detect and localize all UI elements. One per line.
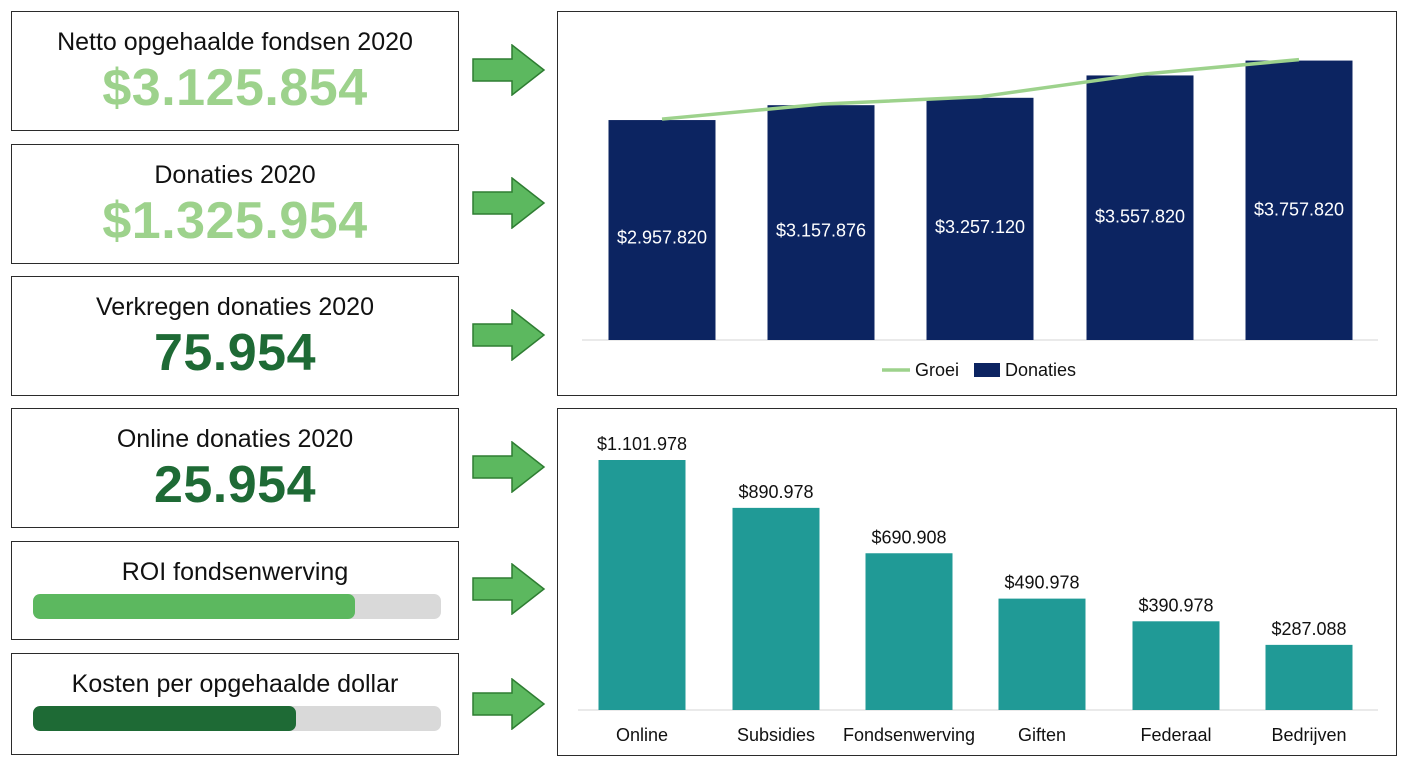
bar-source bbox=[1265, 644, 1353, 710]
arrow-right-icon bbox=[472, 309, 546, 361]
kpi-title: Online donaties 2020 bbox=[116, 425, 354, 453]
legend-label-groei: Groei bbox=[915, 360, 959, 380]
data-label: $287.088 bbox=[1271, 619, 1346, 639]
kpi-card-roi: ROI fondsenwerving bbox=[11, 541, 459, 640]
kpi-title: Verkregen donaties 2020 bbox=[96, 293, 374, 321]
kpi-card-online-donations: Online donaties 2020 25.954 bbox=[11, 408, 459, 528]
kpi-value: $1.325.954 bbox=[102, 192, 368, 250]
cost-progress-fill bbox=[33, 706, 297, 731]
data-label: $3.757.820 bbox=[1254, 200, 1344, 220]
kpi-value: $3.125.854 bbox=[102, 59, 368, 117]
bar-source bbox=[598, 460, 686, 710]
kpi-title: Donaties 2020 bbox=[154, 161, 316, 189]
kpi-card-received-donations: Verkregen donaties 2020 75.954 bbox=[11, 276, 459, 396]
bar-source bbox=[865, 553, 953, 710]
data-label: $2.957.820 bbox=[617, 228, 707, 248]
bar-donaties bbox=[1086, 75, 1194, 340]
arrow-right-icon bbox=[472, 441, 546, 493]
bar-source bbox=[732, 507, 820, 710]
data-label: $3.557.820 bbox=[1095, 207, 1185, 227]
data-label: $890.978 bbox=[738, 482, 813, 502]
arrow-right-icon bbox=[472, 44, 546, 96]
kpi-title: Kosten per opgehaalde dollar bbox=[71, 670, 399, 698]
category-label: Fondsenwerving bbox=[843, 725, 975, 745]
bar-donaties bbox=[767, 105, 875, 340]
data-label: $390.978 bbox=[1138, 595, 1213, 615]
roi-progress-bar bbox=[33, 594, 441, 619]
category-label: Giften bbox=[1018, 725, 1066, 745]
kpi-value: 75.954 bbox=[153, 324, 317, 382]
category-label: Federaal bbox=[1140, 725, 1211, 745]
kpi-value: 25.954 bbox=[153, 456, 317, 514]
sources-chart: $1.101.978 Online $890.978 Subsidies $690.90… bbox=[557, 408, 1397, 756]
bar-donaties bbox=[926, 97, 1034, 340]
category-label: Subsidies bbox=[737, 725, 815, 745]
legend-label-donaties: Donaties bbox=[1005, 360, 1076, 380]
growth-line bbox=[661, 57, 1300, 121]
data-label: $1.101.978 bbox=[597, 434, 687, 454]
data-label: $690.908 bbox=[871, 527, 946, 547]
donations-chart-svg: $2.957.820 $3.157.876 $3.257.120 $3.557.820… bbox=[582, 57, 1378, 380]
legend-swatch-donaties bbox=[974, 363, 1000, 377]
kpi-card-donations: Donaties 2020 $1.325.954 bbox=[11, 144, 459, 264]
sources-chart-svg: $1.101.978 Online $890.978 Subsidies $690.90… bbox=[578, 434, 1378, 745]
bar-source bbox=[1132, 621, 1220, 710]
arrow-right-icon bbox=[472, 678, 546, 730]
data-label: $3.257.120 bbox=[935, 217, 1025, 237]
roi-progress-fill bbox=[33, 594, 356, 619]
cost-progress-bar bbox=[33, 706, 441, 731]
bar-donaties bbox=[1245, 60, 1353, 340]
kpi-title: Netto opgehaalde fondsen 2020 bbox=[57, 28, 413, 56]
arrow-right-icon bbox=[472, 177, 546, 229]
kpi-card-net-funds: Netto opgehaalde fondsen 2020 $3.125.854 bbox=[11, 11, 459, 131]
category-label: Bedrijven bbox=[1271, 725, 1346, 745]
data-label: $490.978 bbox=[1004, 573, 1079, 593]
kpi-card-cost-per-dollar: Kosten per opgehaalde dollar bbox=[11, 653, 459, 755]
donations-growth-chart: $2.957.820 $3.157.876 $3.257.120 $3.557.820… bbox=[557, 11, 1397, 396]
bar-donaties bbox=[608, 120, 716, 340]
category-label: Online bbox=[616, 725, 668, 745]
data-label: $3.157.876 bbox=[776, 221, 866, 241]
kpi-title: ROI fondsenwerving bbox=[121, 558, 349, 586]
bar-source bbox=[998, 598, 1086, 710]
arrow-right-icon bbox=[472, 563, 546, 615]
